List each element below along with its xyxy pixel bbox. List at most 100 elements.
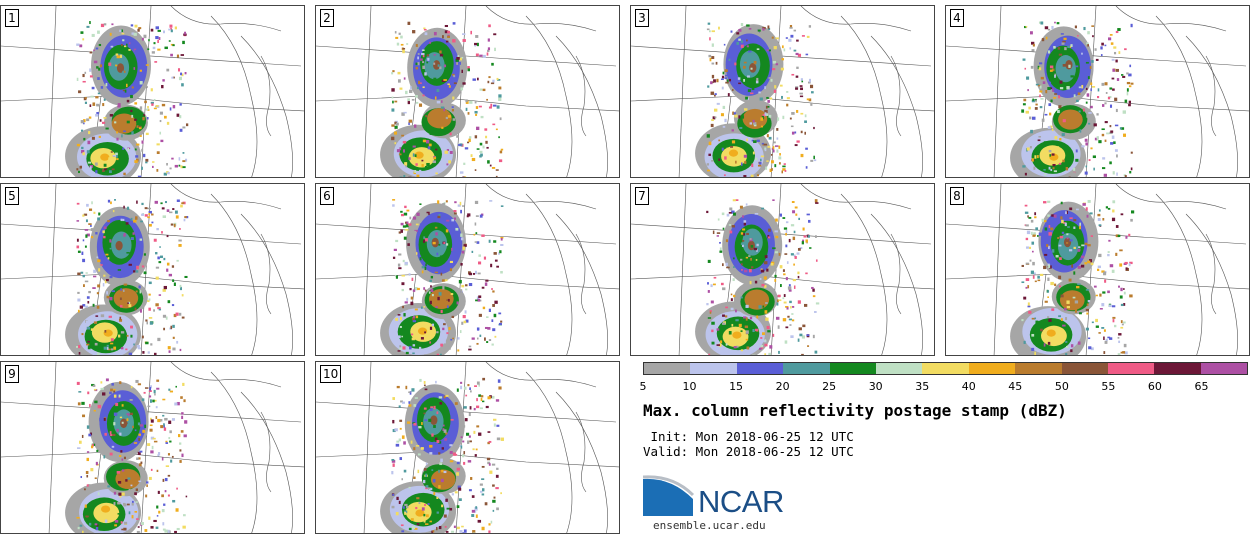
- reflectivity-pixel: [152, 161, 154, 163]
- reflectivity-pixel: [411, 297, 413, 300]
- reflectivity-pixel: [477, 338, 479, 340]
- reflectivity-pixel: [489, 107, 492, 109]
- reflectivity-pixel: [807, 36, 810, 38]
- reflectivity-pixel: [120, 298, 122, 301]
- reflectivity-pixel: [145, 159, 148, 162]
- reflectivity-pixel: [469, 346, 471, 348]
- reflectivity-pixel: [120, 55, 122, 58]
- reflectivity-pixel: [1055, 136, 1058, 139]
- member-label: 1: [5, 9, 19, 27]
- reflectivity-pixel: [815, 202, 818, 204]
- reflectivity-pixel: [756, 244, 758, 246]
- reflectivity-pixel: [1079, 110, 1081, 112]
- reflectivity-pixel: [733, 266, 735, 268]
- reflectivity-pixel: [392, 70, 394, 72]
- reflectivity-pixel: [1042, 165, 1044, 167]
- reflectivity-pixel: [496, 129, 498, 131]
- reflectivity-pixel: [174, 224, 176, 227]
- reflectivity-pixel: [1090, 82, 1092, 85]
- reflectivity-pixel: [799, 334, 802, 337]
- reflectivity-pixel: [1049, 154, 1051, 157]
- colorbar-tick: 60: [1148, 380, 1162, 393]
- reflectivity-pixel: [486, 316, 488, 318]
- reflectivity-pixel: [1088, 300, 1090, 302]
- reflectivity-pixel: [476, 406, 479, 409]
- reflectivity-pixel: [1056, 255, 1059, 257]
- ensemble-member-panel-2: 2: [315, 5, 620, 178]
- reflectivity-pixel: [784, 253, 787, 255]
- reflectivity-pixel: [1035, 281, 1037, 283]
- reflectivity-pixel: [436, 411, 438, 414]
- reflectivity-pixel: [786, 277, 788, 280]
- reflectivity-pixel: [1052, 164, 1055, 166]
- reflectivity-pixel: [110, 389, 113, 392]
- reflectivity-pixel: [1115, 149, 1118, 152]
- reflectivity-pixel: [94, 321, 97, 323]
- reflectivity-pixel: [156, 416, 158, 419]
- reflectivity-pixel: [754, 168, 756, 170]
- reflectivity-pixel: [124, 46, 126, 48]
- reflectivity-pixel: [1023, 99, 1026, 102]
- reflectivity-pixel: [170, 54, 173, 57]
- boundary-line: [364, 6, 371, 178]
- reflectivity-pixel: [759, 162, 761, 164]
- reflectivity-pixel: [450, 132, 452, 135]
- reflectivity-pixel: [152, 446, 154, 449]
- reflectivity-pixel: [140, 70, 142, 72]
- reflectivity-pixel: [107, 345, 109, 347]
- reflectivity-pixel: [418, 81, 420, 84]
- reflectivity-pixel: [753, 120, 755, 123]
- reflectivity-pixel: [731, 308, 734, 310]
- reflectivity-pixel: [776, 63, 779, 65]
- reflectivity-pixel: [138, 434, 141, 436]
- reflectivity-pixel: [492, 80, 494, 83]
- reflectivity-pixel: [1030, 260, 1032, 262]
- reflectivity-pixel: [453, 22, 456, 25]
- reflectivity-pixel: [725, 307, 728, 309]
- reflectivity-pixel: [729, 231, 732, 234]
- reflectivity-pixel: [425, 474, 427, 477]
- reflectivity-pixel: [774, 275, 776, 278]
- reflectivity-pixel: [86, 219, 88, 222]
- reflectivity-pixel: [758, 92, 760, 94]
- reflectivity-pixel: [160, 140, 163, 142]
- reflectivity-pixel: [424, 381, 426, 384]
- reflectivity-pixel: [787, 316, 789, 318]
- reflectivity-pixel: [1097, 269, 1099, 271]
- reflectivity-pixel: [475, 232, 477, 234]
- reflectivity-pixel: [181, 165, 183, 168]
- reflectivity-pixel: [445, 526, 447, 528]
- reflectivity-pixel: [802, 325, 805, 328]
- ensemble-member-panel-9: 9: [0, 361, 305, 534]
- reflectivity-pixel: [476, 215, 479, 217]
- reflectivity-pixel: [446, 220, 449, 222]
- reflectivity-pixel: [426, 213, 428, 215]
- reflectivity-pixel: [179, 313, 181, 316]
- reflectivity-pixel: [455, 228, 458, 231]
- reflectivity-pixel: [439, 50, 441, 53]
- reflectivity-pixel: [462, 441, 464, 443]
- reflectivity-pixel: [429, 445, 432, 448]
- reflectivity-pixel: [160, 120, 162, 122]
- boundary-line: [316, 452, 620, 467]
- boundary-line: [364, 184, 371, 356]
- reflectivity-pixel: [142, 398, 145, 401]
- reflectivity-pixel: [1052, 243, 1054, 246]
- reflectivity-pixel: [1116, 225, 1119, 228]
- reflectivity-pixel: [445, 452, 447, 455]
- reflectivity-pixel: [417, 62, 419, 65]
- reflectivity-cell: [729, 150, 738, 157]
- reflectivity-pixel: [1073, 168, 1075, 171]
- reflectivity-pixel: [413, 153, 415, 156]
- reflectivity-pixel: [1038, 136, 1041, 138]
- reflectivity-pixel: [127, 100, 130, 103]
- reflectivity-pixel: [130, 110, 132, 112]
- reflectivity-pixel: [1027, 89, 1029, 91]
- reflectivity-pixel: [454, 454, 457, 456]
- reflectivity-pixel: [174, 283, 176, 286]
- reflectivity-pixel: [798, 276, 800, 278]
- reflectivity-pixel: [1025, 287, 1027, 289]
- reflectivity-pixel: [748, 255, 750, 257]
- reflectivity-pixel: [1034, 318, 1036, 320]
- reflectivity-pixel: [444, 482, 446, 485]
